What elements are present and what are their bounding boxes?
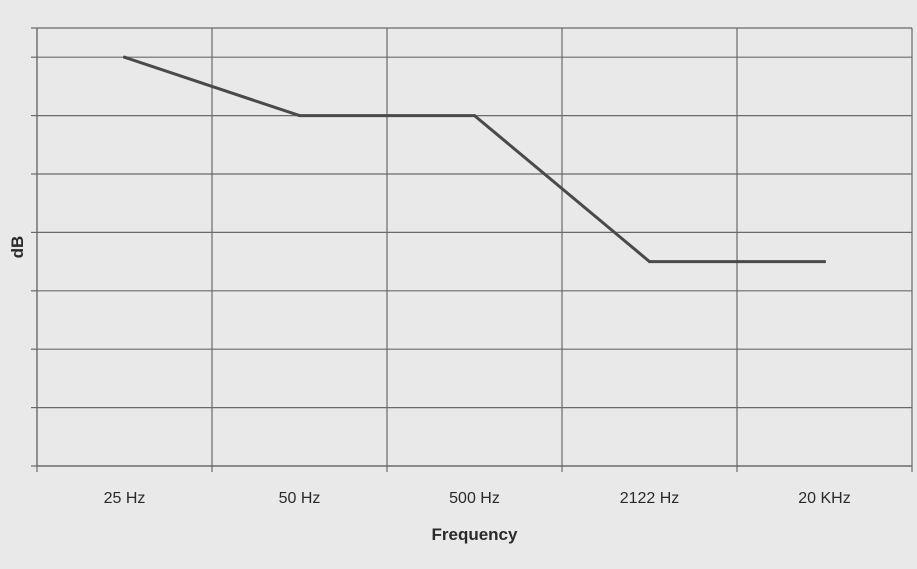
x-tick-label: 500 Hz: [449, 490, 500, 507]
x-tick-label: 2122 Hz: [620, 490, 680, 507]
data-point: [298, 114, 301, 118]
x-tick-labels: 25 Hz 50 Hz 500 Hz 2122 Hz 20 KHz: [104, 490, 851, 507]
axes: [36, 28, 912, 467]
data-point: [123, 55, 126, 59]
x-tick-label: 50 Hz: [279, 490, 321, 507]
data-point: [823, 260, 826, 264]
series-line: [123, 55, 826, 264]
data-point: [473, 114, 476, 118]
axis-ticks: [31, 27, 913, 472]
series-layer: [123, 55, 826, 264]
gridlines: [37, 27, 913, 466]
x-tick-label: 25 Hz: [104, 490, 146, 507]
y-axis-title: dB: [8, 236, 27, 259]
data-point: [648, 260, 651, 264]
x-tick-label: 20 KHz: [798, 490, 850, 507]
x-axis-title: Frequency: [432, 525, 519, 544]
